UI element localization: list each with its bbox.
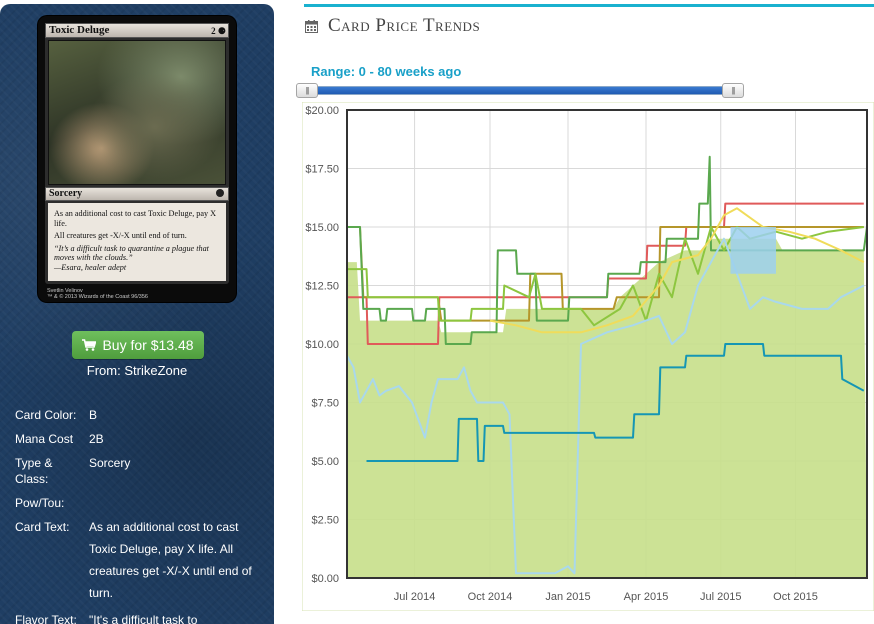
detail-value: "It's a difficult task to bbox=[89, 613, 198, 624]
set-symbol-icon bbox=[216, 189, 224, 197]
range-label: Range: 0 - 80 weeks ago bbox=[311, 64, 462, 79]
y-axis-labels: $0.00 $2.50 $5.00 $7.50 $10.00 $12.50 $15.00 $1… bbox=[305, 105, 339, 585]
y-tick-label: $12.50 bbox=[305, 281, 339, 293]
detail-label: Mana Cost bbox=[15, 432, 74, 446]
panel-accent-border bbox=[304, 4, 874, 7]
card-name: Toxic Deluge bbox=[49, 24, 110, 36]
price-line-series bbox=[347, 155, 868, 345]
x-tick-label: Jul 2015 bbox=[700, 591, 742, 603]
card-type-line: Sorcery bbox=[49, 188, 83, 199]
card-copyright: ™ & © 2013 Wizards of the Coast 96/356 bbox=[47, 294, 148, 300]
range-slider-track[interactable] bbox=[304, 86, 742, 95]
price-chart: $0.00 $2.50 $5.00 $7.50 $10.00 $12.50 $15.00 $1… bbox=[302, 102, 874, 611]
panel-title: Card Price Trends bbox=[328, 15, 481, 36]
card-type-bar: Sorcery bbox=[45, 187, 229, 201]
buy-button[interactable]: Buy for $13.48 bbox=[72, 331, 204, 359]
detail-label: Flavor Text: bbox=[15, 613, 77, 624]
detail-label: Card Color: bbox=[15, 408, 77, 422]
price-chart-svg: $0.00 $2.50 $5.00 $7.50 $10.00 $12.50 $15.00 $1… bbox=[302, 102, 874, 611]
detail-value: As an additional cost to cast Toxic Delu… bbox=[89, 520, 252, 600]
detail-label: Card Text: bbox=[15, 520, 70, 534]
card-rules-line: All creatures get -X/-X until end of tur… bbox=[54, 231, 187, 241]
price-band-series bbox=[730, 227, 776, 274]
price-line-series bbox=[346, 237, 865, 575]
detail-row: Card Text: As an additional cost to cast… bbox=[15, 519, 270, 604]
detail-value: 2B bbox=[89, 432, 104, 446]
card-textbox: As an additional cost to cast Toxic Delu… bbox=[48, 203, 226, 281]
card-artist: Svetlin Velinov bbox=[47, 288, 83, 294]
buy-button-label: Buy for $13.48 bbox=[102, 337, 194, 353]
price-line-series bbox=[489, 207, 865, 334]
x-tick-label: Jul 2014 bbox=[394, 591, 436, 603]
chart-series bbox=[346, 155, 868, 578]
card-image: Toxic Deluge 2 ⚈ Sorcery As an additiona… bbox=[38, 16, 236, 302]
calendar-icon bbox=[305, 20, 318, 33]
card-rules-line: As an additional cost to cast Toxic Delu… bbox=[54, 209, 217, 228]
card-flavor-attribution: —Esara, healer adept bbox=[54, 262, 127, 272]
card-footer: Svetlin Velinov ™ & © 2013 Wizards of th… bbox=[47, 288, 148, 300]
card-title-bar: Toxic Deluge 2 ⚈ bbox=[45, 23, 229, 38]
card-art bbox=[48, 40, 226, 185]
x-tick-label: Oct 2015 bbox=[773, 591, 818, 603]
detail-value: B bbox=[89, 408, 98, 422]
y-tick-label: $7.50 bbox=[311, 398, 339, 410]
card-sidebar: Toxic Deluge 2 ⚈ Sorcery As an additiona… bbox=[0, 4, 274, 624]
card-flavor-text: “It’s a difficult task to quarantine a p… bbox=[54, 243, 209, 263]
y-tick-label: $5.00 bbox=[311, 456, 339, 468]
shopping-cart-icon bbox=[82, 339, 97, 351]
card-mana-cost: 2 ⚈ bbox=[211, 26, 226, 36]
detail-value: Sorcery bbox=[89, 456, 131, 470]
detail-row: Pow/Tou: bbox=[15, 495, 270, 511]
price-area-series bbox=[347, 238, 867, 578]
detail-row: Flavor Text: "It's a difficult task to bbox=[15, 612, 270, 624]
y-tick-label: $20.00 bbox=[305, 105, 339, 117]
range-slider-handle-end[interactable]: ||| bbox=[722, 83, 744, 98]
price-line-series bbox=[366, 343, 865, 462]
x-tick-label: Oct 2014 bbox=[468, 591, 513, 603]
y-tick-label: $0.00 bbox=[311, 573, 339, 585]
y-tick-label: $2.50 bbox=[311, 515, 339, 527]
x-tick-label: Apr 2015 bbox=[624, 591, 669, 603]
range-slider-handle-start[interactable]: ||| bbox=[296, 83, 318, 98]
plot-frame bbox=[346, 109, 868, 579]
detail-row: Type & Class: Sorcery bbox=[15, 455, 270, 487]
card-details: Card Color: B Mana Cost 2B Type & Class:… bbox=[15, 407, 270, 624]
y-tick-label: $17.50 bbox=[305, 164, 339, 176]
y-tick-label: $15.00 bbox=[305, 222, 339, 234]
y-tick-label: $10.00 bbox=[305, 339, 339, 351]
detail-row: Mana Cost 2B bbox=[15, 431, 270, 447]
detail-label: Type & Class: bbox=[15, 456, 53, 486]
seller-label: From: StrikeZone bbox=[86, 363, 188, 378]
x-axis-labels: Jul 2014 Oct 2014 Jan 2015 Apr 2015 Jul 2015… bbox=[394, 591, 818, 603]
detail-row: Card Color: B bbox=[15, 407, 270, 423]
detail-label: Pow/Tou: bbox=[15, 496, 65, 510]
x-tick-label: Jan 2015 bbox=[545, 591, 590, 603]
